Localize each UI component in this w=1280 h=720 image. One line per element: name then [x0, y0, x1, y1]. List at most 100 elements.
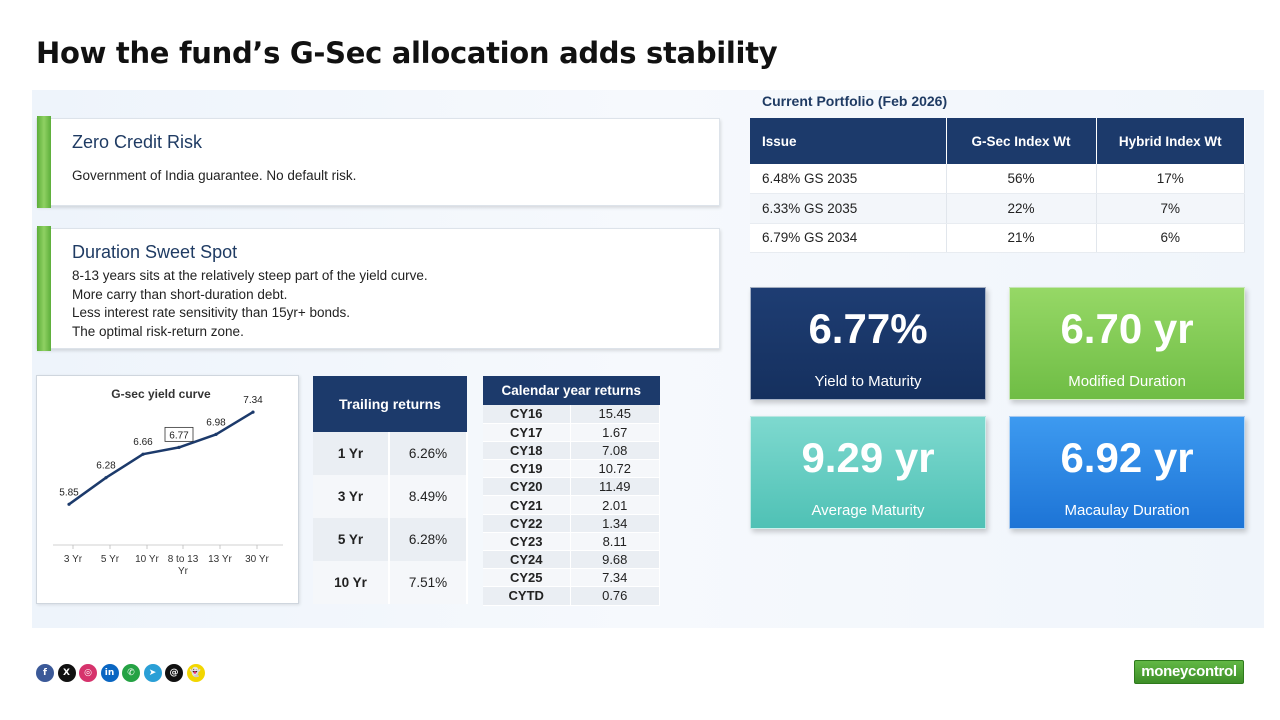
x-tick-label: 5 Yr	[101, 554, 120, 565]
year-cell: CY16	[483, 405, 571, 424]
card-heading: Zero Credit Risk	[72, 132, 203, 152]
year-cell: CY17	[483, 423, 571, 442]
table-row: CY19 10.72	[483, 459, 660, 479]
data-point	[67, 502, 71, 506]
column-header: G-Sec Index Wt	[946, 118, 1097, 164]
snapchat-icon[interactable]: 👻	[186, 664, 205, 682]
data-point	[251, 410, 255, 414]
table-header-row: Issue G-Sec Index Wt Hybrid Index Wt	[750, 118, 1245, 164]
return-cell: 7.34	[570, 568, 660, 588]
year-cell: CYTD	[483, 586, 571, 606]
card-text-line: Less interest rate sensitivity than 15yr…	[72, 305, 351, 320]
metric-value: 6.92 yr	[1060, 434, 1194, 481]
macaulay-duration-tile: 6.92 yr Macaulay Duration	[1009, 416, 1245, 529]
period-cell: 10 Yr	[313, 561, 390, 604]
data-label: 6.66	[133, 437, 153, 448]
card-text: Government of India guarantee. No defaul…	[72, 168, 357, 183]
instagram-icon[interactable]: ◎	[79, 664, 97, 682]
threads-icon[interactable]: @	[165, 664, 183, 682]
table-row: CYTD 0.76	[483, 586, 660, 606]
issue-cell: 6.48% GS 2035	[750, 164, 947, 194]
hybrid-weight-cell: 6%	[1096, 223, 1245, 253]
issue-cell: 6.79% GS 2034	[750, 223, 947, 253]
table-row: CY20 11.49	[483, 477, 660, 497]
page-title: How the fund’s G-Sec allocation adds sta…	[36, 36, 778, 70]
data-label: 6.28	[96, 461, 116, 472]
table-row: CY16 15.45	[483, 405, 660, 424]
x-tick-label: 8 to 13 Yr	[168, 554, 199, 577]
portfolio-caption: Current Portfolio (Feb 2026)	[762, 93, 948, 109]
issue-cell: 6.33% GS 2035	[750, 193, 947, 224]
year-cell: CY22	[483, 514, 571, 533]
return-cell: 8.11	[570, 532, 660, 552]
hybrid-weight-cell: 7%	[1096, 193, 1245, 224]
metric-value: 9.29 yr	[801, 434, 935, 481]
whatsapp-icon[interactable]: ✆	[122, 664, 140, 682]
metric-value: 6.70 yr	[1060, 305, 1194, 352]
column-header: Issue	[750, 118, 947, 164]
year-cell: CY20	[483, 477, 571, 497]
data-label: 7.34	[243, 395, 263, 406]
duration-sweet-spot-card: Duration Sweet Spot 8-13 years sits at t…	[36, 226, 720, 351]
return-cell: 15.45	[570, 405, 660, 424]
card-heading: Duration Sweet Spot	[72, 242, 238, 262]
table-row: CY24 9.68	[483, 550, 660, 570]
return-cell: 10.72	[570, 459, 660, 479]
year-cell: CY24	[483, 550, 571, 570]
year-cell: CY21	[483, 495, 571, 515]
metric-value: 6.77%	[808, 305, 928, 352]
calendar-returns-header: Calendar year returns	[483, 376, 660, 405]
moneycontrol-logo[interactable]: moneycontrol	[1134, 660, 1244, 684]
data-point	[214, 432, 218, 436]
facebook-icon[interactable]: f	[36, 664, 54, 682]
return-cell: 0.76	[570, 586, 660, 606]
metric-label: Yield to Maturity	[814, 373, 922, 390]
modified-duration-tile: 6.70 yr Modified Duration	[1009, 287, 1245, 400]
column-header: Hybrid Index Wt	[1096, 118, 1245, 164]
card-accent-bar	[37, 226, 51, 351]
hybrid-weight-cell: 17%	[1096, 164, 1245, 194]
linkedin-icon[interactable]: in	[100, 664, 119, 682]
gsec-weight-cell: 21%	[946, 223, 1097, 253]
gsec-weight-cell: 22%	[946, 193, 1097, 224]
average-maturity-tile: 9.29 yr Average Maturity	[750, 416, 986, 529]
return-cell: 11.49	[570, 477, 660, 497]
table-row: CY21 2.01	[483, 495, 660, 515]
table-row: CY23 8.11	[483, 532, 660, 552]
card-text-line: 8-13 years sits at the relatively steep …	[72, 268, 428, 283]
calendar-returns-table: Calendar year returns CY16 15.45 CY17 1.67 C…	[483, 376, 660, 606]
yield-to-maturity-tile: 6.77% Yield to Maturity	[750, 287, 986, 400]
year-cell: CY18	[483, 441, 571, 461]
table-row: 1 Yr 6.26%	[313, 432, 468, 475]
trailing-returns-header: Trailing returns	[313, 376, 467, 432]
chart-title: G-sec yield curve	[111, 387, 211, 401]
data-label: 5.85	[59, 487, 79, 498]
return-cell: 9.68	[570, 550, 660, 570]
table-row: 6.48% GS 2035 56% 17%	[750, 164, 1245, 194]
data-point	[177, 445, 181, 449]
table-row: CY25 7.34	[483, 568, 660, 588]
table-row: 3 Yr 8.49%	[313, 475, 468, 518]
gsec-weight-cell: 56%	[946, 164, 1097, 194]
return-cell: 1.34	[570, 514, 660, 533]
portfolio-table: Issue G-Sec Index Wt Hybrid Index Wt 6.4…	[750, 118, 1245, 253]
card-text-line: More carry than short-duration debt.	[72, 287, 288, 302]
table-row: 6.79% GS 2034 21% 6%	[750, 223, 1245, 253]
x-icon[interactable]: X	[57, 664, 76, 682]
return-cell: 6.28%	[389, 518, 468, 561]
table-row: 6.33% GS 2035 22% 7%	[750, 193, 1245, 224]
zero-credit-risk-card: Zero Credit Risk Government of India gua…	[36, 116, 720, 208]
card-text-line: The optimal risk-return zone.	[72, 324, 244, 339]
year-cell: CY25	[483, 568, 571, 588]
metric-label: Average Maturity	[811, 502, 925, 519]
yield-curve-line	[68, 411, 254, 506]
card-accent-bar	[37, 116, 51, 208]
data-point	[104, 476, 108, 480]
table-row: CY22 1.34	[483, 514, 660, 533]
telegram-icon[interactable]: ➤	[143, 664, 162, 682]
x-tick-label: 10 Yr	[135, 554, 159, 565]
year-cell: CY23	[483, 532, 571, 552]
social-links: f X ◎ in ✆ ➤ @ 👻	[36, 664, 205, 682]
x-tick-label: 30 Yr	[245, 554, 269, 565]
data-label: 6.98	[206, 417, 226, 428]
